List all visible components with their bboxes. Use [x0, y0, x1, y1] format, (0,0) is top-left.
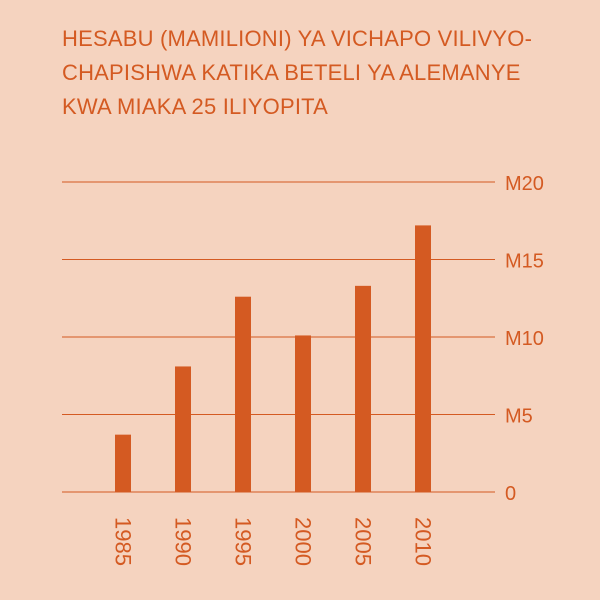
x-tick-label: 2010 [411, 517, 436, 566]
chart-title-line-3: KWA MIAKA 25 ILIYOPITA [62, 94, 329, 119]
y-tick-label: M20 [505, 173, 544, 195]
bar-1990 [175, 366, 191, 492]
bar-1985 [115, 434, 131, 492]
y-tick-label: 0 [505, 483, 516, 505]
bar-2000 [295, 335, 311, 492]
x-tick-label: 1990 [171, 517, 196, 566]
bar-2010 [415, 225, 431, 492]
y-tick-label: M15 [505, 251, 544, 273]
chart-title: HESABU (MAMILIONI) YA VICHAPO VILIVYO- C… [62, 22, 592, 124]
bar-1995 [235, 296, 251, 492]
x-tick-label: 2005 [351, 517, 376, 566]
x-tick-label: 1995 [231, 517, 256, 566]
y-tick-label: M10 [505, 328, 544, 350]
x-tick-label: 2000 [291, 517, 316, 566]
chart-title-line-1: HESABU (MAMILIONI) YA VICHAPO VILIVYO- [62, 26, 533, 51]
chart-title-line-2: CHAPISHWA KATIKA BETELI YA ALEMANYE [62, 60, 521, 85]
x-tick-label: 1985 [111, 517, 136, 566]
y-tick-label: M5 [505, 406, 533, 428]
bar-2005 [355, 285, 371, 492]
